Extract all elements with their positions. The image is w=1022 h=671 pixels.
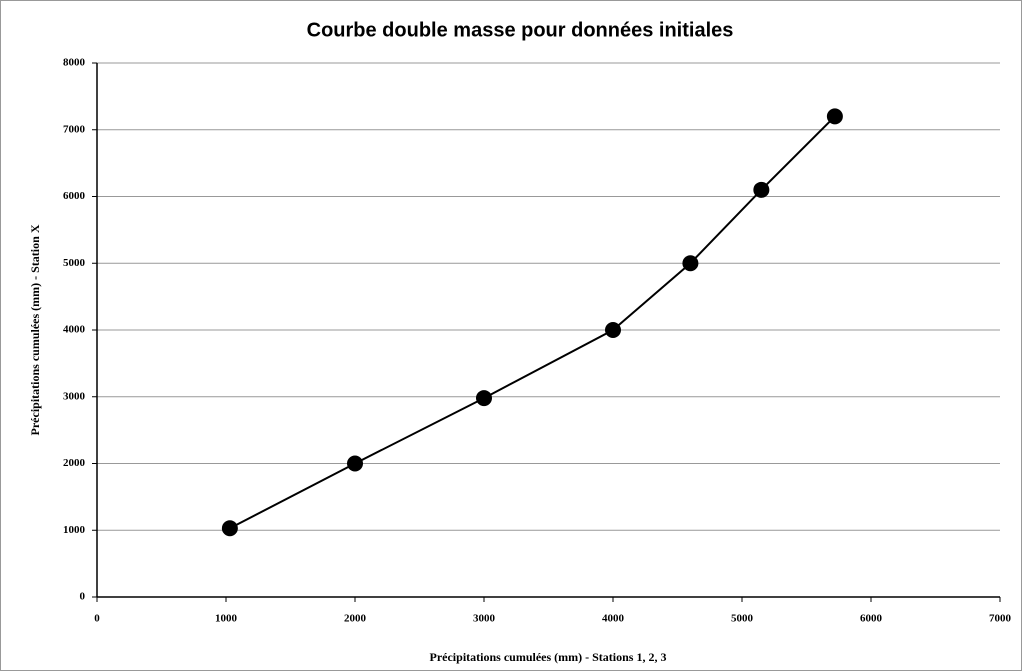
y-tick-label: 3000 (63, 390, 86, 402)
data-point (753, 181, 770, 198)
data-point (826, 108, 843, 125)
y-tick-label: 6000 (63, 190, 86, 202)
x-tick-label: 2000 (344, 613, 367, 625)
x-tick-label: 1000 (215, 613, 238, 625)
y-tick-label: 0 (80, 591, 86, 603)
y-tick-label: 7000 (63, 123, 86, 135)
data-point (605, 322, 621, 338)
y-tick-label: 8000 (63, 57, 86, 69)
y-tick-label: 4000 (63, 324, 86, 336)
y-tick-label: 2000 (63, 457, 86, 469)
x-tick-label: 0 (94, 613, 100, 625)
x-tick-label: 3000 (473, 613, 496, 625)
x-tick-label: 4000 (602, 613, 625, 625)
data-point (347, 455, 363, 472)
y-axis-title: Précipitations cumulées (mm) - Station X (28, 224, 42, 435)
x-axis-title: Précipitations cumulées (mm) - Stations … (430, 650, 667, 664)
y-tick-label: 5000 (63, 257, 86, 269)
x-tick-label: 6000 (860, 613, 883, 625)
x-tick-label: 7000 (989, 613, 1012, 625)
chart-title: Courbe double masse pour données initial… (307, 19, 734, 41)
data-point (682, 255, 699, 272)
data-point (476, 390, 492, 407)
data-point (221, 520, 238, 537)
x-tick-label: 5000 (731, 613, 754, 625)
y-tick-label: 1000 (63, 524, 86, 536)
